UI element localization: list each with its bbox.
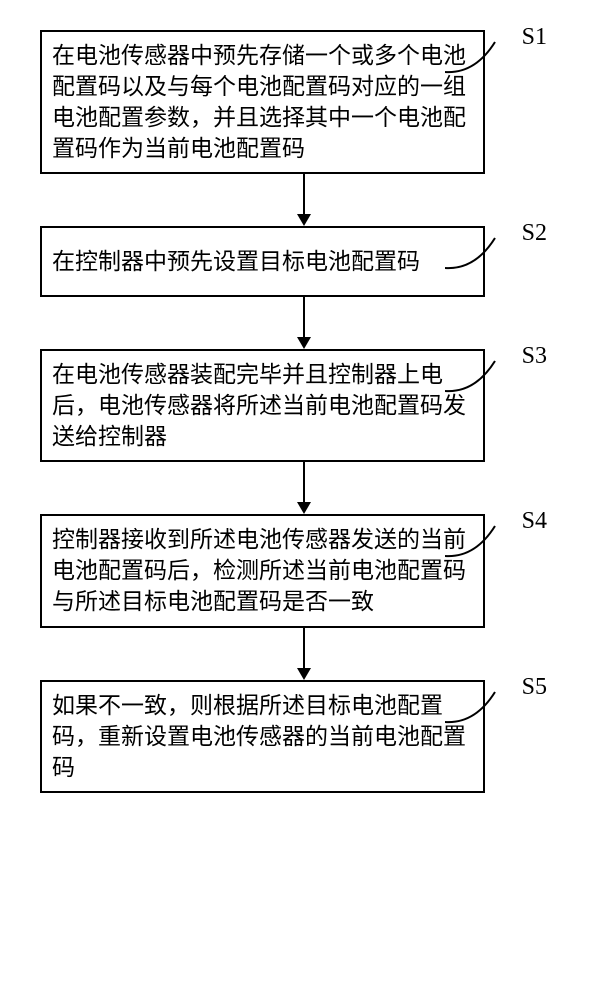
step-label: S5 [522, 674, 547, 701]
step-label: S3 [522, 343, 547, 370]
step-box: 在电池传感器装配完毕并且控制器上电后，电池传感器将所述当前电池配置码发送给控制器 [40, 349, 485, 462]
arrow [81, 174, 526, 226]
step-box: 在控制器中预先设置目标电池配置码 [40, 226, 485, 297]
flowchart: 在电池传感器中预先存储一个或多个电池配置码以及与每个电池配置码对应的一组电池配置… [40, 30, 567, 793]
step-s4: 控制器接收到所述电池传感器发送的当前电池配置码后，检测所述当前电池配置码与所述目… [40, 514, 567, 627]
step-box: 控制器接收到所述电池传感器发送的当前电池配置码后，检测所述当前电池配置码与所述目… [40, 514, 485, 627]
step-label: S4 [522, 508, 547, 535]
arrow [81, 297, 526, 349]
step-box: 在电池传感器中预先存储一个或多个电池配置码以及与每个电池配置码对应的一组电池配置… [40, 30, 485, 174]
step-s2: 在控制器中预先设置目标电池配置码 S2 [40, 226, 567, 297]
arrow [81, 628, 526, 680]
step-label: S1 [522, 24, 547, 51]
step-s5: 如果不一致，则根据所述目标电池配置码，重新设置电池传感器的当前电池配置码 S5 [40, 680, 567, 793]
arrow [81, 462, 526, 514]
step-s3: 在电池传感器装配完毕并且控制器上电后，电池传感器将所述当前电池配置码发送给控制器… [40, 349, 567, 462]
step-box: 如果不一致，则根据所述目标电池配置码，重新设置电池传感器的当前电池配置码 [40, 680, 485, 793]
step-label: S2 [522, 220, 547, 247]
step-s1: 在电池传感器中预先存储一个或多个电池配置码以及与每个电池配置码对应的一组电池配置… [40, 30, 567, 174]
